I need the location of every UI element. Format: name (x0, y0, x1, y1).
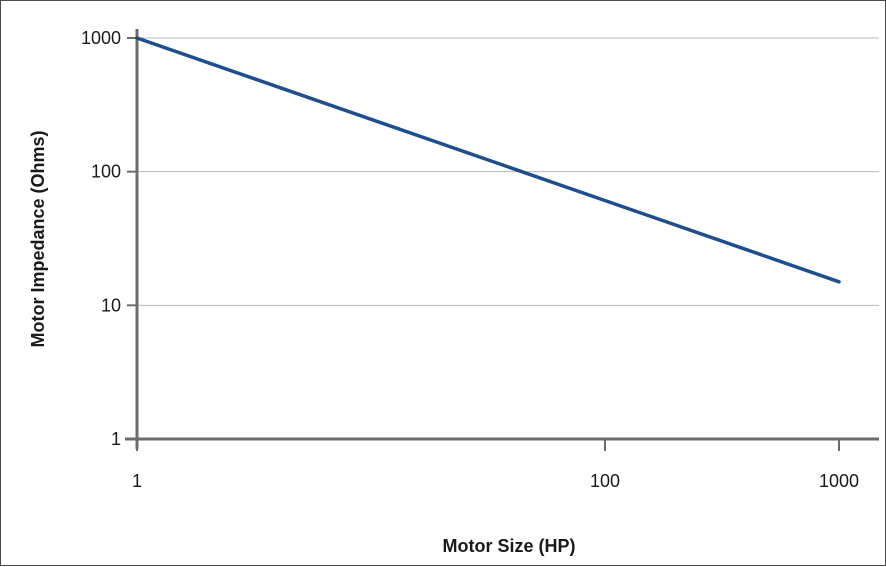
plot-area (135, 36, 841, 284)
x-tick-label: 1 (132, 471, 142, 491)
grid-lines (137, 37, 879, 306)
series-line-0 (135, 36, 841, 284)
y-tick-label: 1 (111, 429, 121, 449)
axes (125, 29, 879, 451)
tick-labels: 1000 100 10 1 1 100 1000 (81, 28, 859, 491)
y-tick-label: 100 (91, 162, 121, 182)
x-tick-label: 100 (590, 471, 620, 491)
y-tick-label: 10 (101, 295, 121, 315)
x-tick-label: 1000 (819, 471, 859, 491)
x-axis-title: Motor Size (HP) (443, 536, 576, 556)
y-tick-label: 1000 (81, 28, 121, 48)
y-axis-title: Motor Impedance (Ohms) (28, 130, 48, 347)
